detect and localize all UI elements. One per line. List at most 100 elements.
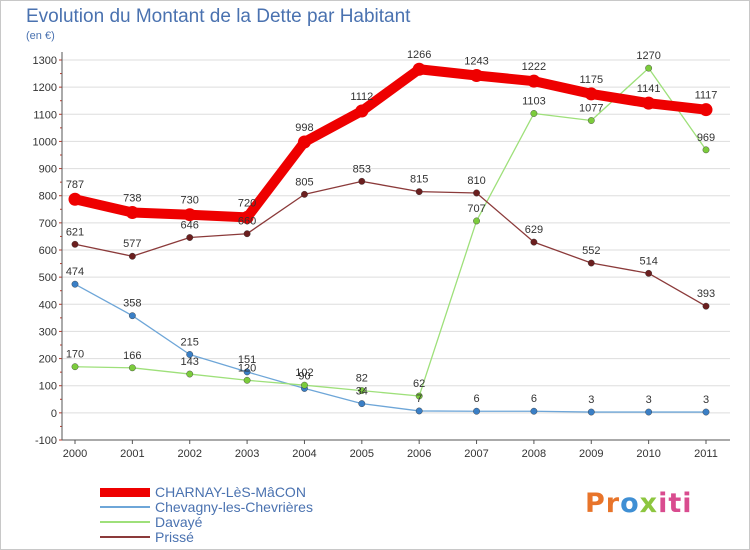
logo-part: x [639,488,659,519]
data-label: 151 [238,354,256,366]
data-label: 90 [298,370,310,382]
legend-label: CHARNAY-LèS-MâCON [155,484,306,500]
data-label: 3 [588,394,594,406]
data-point [645,408,653,416]
data-label: 969 [697,132,715,144]
data-label: 629 [525,224,543,236]
data-label: 3 [646,394,652,406]
chart-title: Evolution du Montant de la Dette par Hab… [26,6,411,27]
y-tick-label: 400 [39,299,57,311]
data-label: 166 [123,350,141,362]
data-point [415,392,423,400]
data-label: 34 [356,386,368,398]
y-tick-label: 200 [39,354,57,366]
x-tick-label: 2001 [120,448,144,460]
data-label: 7 [416,393,422,405]
y-tick-label: 1100 [33,109,57,121]
proxiti-logo: Proxiti [585,488,693,519]
data-point [473,407,480,415]
data-label: 143 [181,356,199,368]
data-point [527,74,541,88]
data-point [71,280,79,288]
data-label: 1117 [695,90,718,102]
legend-swatch [100,536,150,538]
y-tick-label: 100 [39,381,57,393]
data-point [415,188,423,196]
y-tick-label: 1200 [33,82,57,94]
data-point [530,110,538,117]
data-label: 1112 [350,91,373,103]
x-tick-label: 2008 [522,448,546,460]
data-label: 1141 [637,83,661,95]
data-point [128,364,136,372]
data-label: 358 [123,298,141,310]
legend-label: Davayé [155,514,203,530]
data-point [587,408,595,416]
logo-part: iti [658,488,693,519]
x-tick-label: 2003 [235,448,259,460]
data-label: 215 [181,337,199,349]
data-label: 660 [238,216,256,228]
data-label: 577 [123,238,141,250]
data-point [128,252,136,260]
data-label: 1270 [636,50,660,62]
data-point [702,408,710,416]
data-point [297,135,311,149]
data-point [645,64,653,72]
legend-label: Prissé [155,529,194,545]
x-tick-label: 2007 [464,448,488,460]
data-point [355,104,369,118]
data-label: 6 [531,393,537,405]
data-point [186,234,194,241]
y-tick-label: -100 [35,435,57,447]
data-point [243,376,251,384]
data-label: 720 [238,197,256,209]
data-point [68,192,82,206]
data-point [186,370,194,378]
data-label: 810 [467,175,485,187]
data-point [530,238,538,246]
data-point [470,68,484,82]
data-point [415,407,423,415]
data-point [473,189,480,197]
y-tick-label: 300 [39,326,57,338]
unit-label: (en €) [26,30,55,42]
data-point [358,387,366,394]
data-label: 738 [123,193,141,205]
data-label: 393 [697,288,715,300]
y-tick-label: 0 [51,408,57,420]
data-label: 62 [413,378,425,390]
y-tick-label: 500 [39,272,57,284]
data-label: 1243 [464,55,488,67]
x-tick-label: 2005 [350,448,374,460]
data-label: 6 [473,393,479,405]
legend-swatch [100,506,150,508]
series-line [74,283,707,413]
data-label: 3 [703,394,709,406]
series-line [70,64,711,223]
data-label: 1222 [522,61,546,73]
data-label: 805 [295,176,313,188]
logo-part: o [620,488,640,519]
data-point [240,210,254,224]
data-label: 1103 [522,95,546,107]
x-tick-label: 2000 [63,448,87,460]
series-line [74,67,707,397]
data-point [128,312,136,320]
data-label: 474 [66,266,84,278]
data-point [186,351,194,358]
data-point [702,302,710,310]
data-point [243,230,251,238]
data-point [587,259,595,267]
data-label: 102 [295,367,313,379]
y-tick-label: 700 [39,218,57,230]
legend-swatch [100,488,150,497]
y-tick-label: 1300 [33,55,57,67]
x-tick-label: 2010 [636,448,660,460]
data-label: 707 [467,203,485,215]
data-label: 815 [410,174,428,186]
x-tick-label: 2006 [407,448,431,460]
y-tick-label: 900 [39,164,57,176]
